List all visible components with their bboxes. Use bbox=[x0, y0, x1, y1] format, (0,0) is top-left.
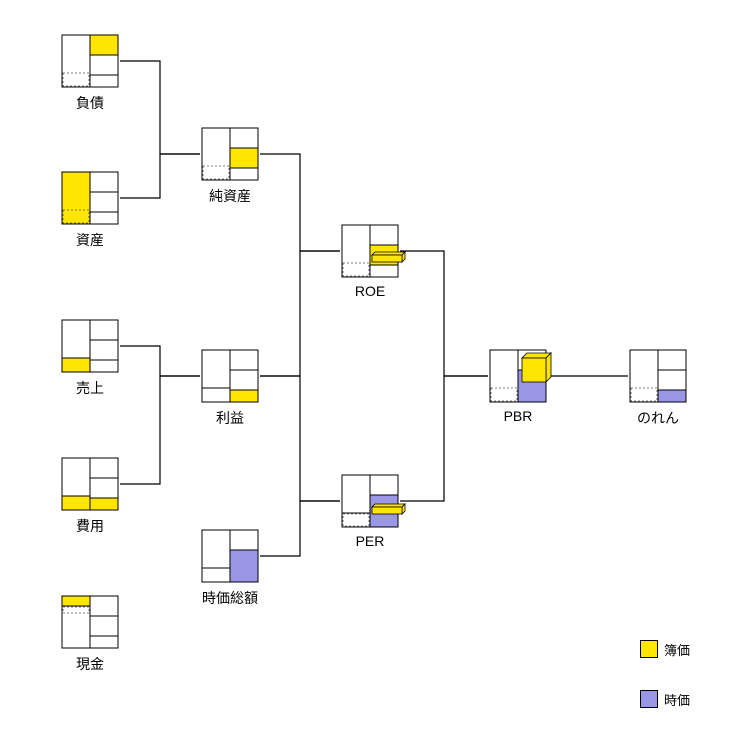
node-uriage bbox=[48, 306, 132, 386]
label-roe: ROE bbox=[342, 283, 398, 299]
diagram-stage: 負債資産売上費用現金 純資産利益時価総額 ROE PER PBR のれん簿価時価 bbox=[0, 0, 750, 750]
label-rieki: 利益 bbox=[202, 408, 258, 428]
node-jikasougaku bbox=[188, 516, 272, 596]
node-shisan bbox=[48, 158, 132, 238]
node-junshisan bbox=[188, 114, 272, 194]
label-jikasougaku: 時価総額 bbox=[202, 588, 258, 608]
node-roe bbox=[328, 211, 412, 291]
label-per: PER bbox=[342, 533, 398, 549]
node-hiyou bbox=[48, 444, 132, 524]
node-per bbox=[328, 461, 412, 541]
node-genkin bbox=[48, 582, 132, 662]
legend-swatch-1 bbox=[640, 690, 658, 708]
node-noren bbox=[616, 336, 700, 416]
node-fusai bbox=[48, 21, 132, 101]
label-pbr: PBR bbox=[490, 408, 546, 424]
label-fusai: 負債 bbox=[62, 93, 118, 113]
label-uriage: 売上 bbox=[62, 378, 118, 398]
label-shisan: 資産 bbox=[62, 230, 118, 250]
label-junshisan: 純資産 bbox=[202, 186, 258, 206]
label-noren: のれん bbox=[630, 408, 686, 428]
legend-swatch-0 bbox=[640, 640, 658, 658]
legend-label-1: 時価 bbox=[664, 690, 690, 709]
label-genkin: 現金 bbox=[62, 654, 118, 674]
label-hiyou: 費用 bbox=[62, 516, 118, 536]
node-pbr bbox=[476, 336, 560, 416]
legend-label-0: 簿価 bbox=[664, 640, 690, 659]
node-rieki bbox=[188, 336, 272, 416]
